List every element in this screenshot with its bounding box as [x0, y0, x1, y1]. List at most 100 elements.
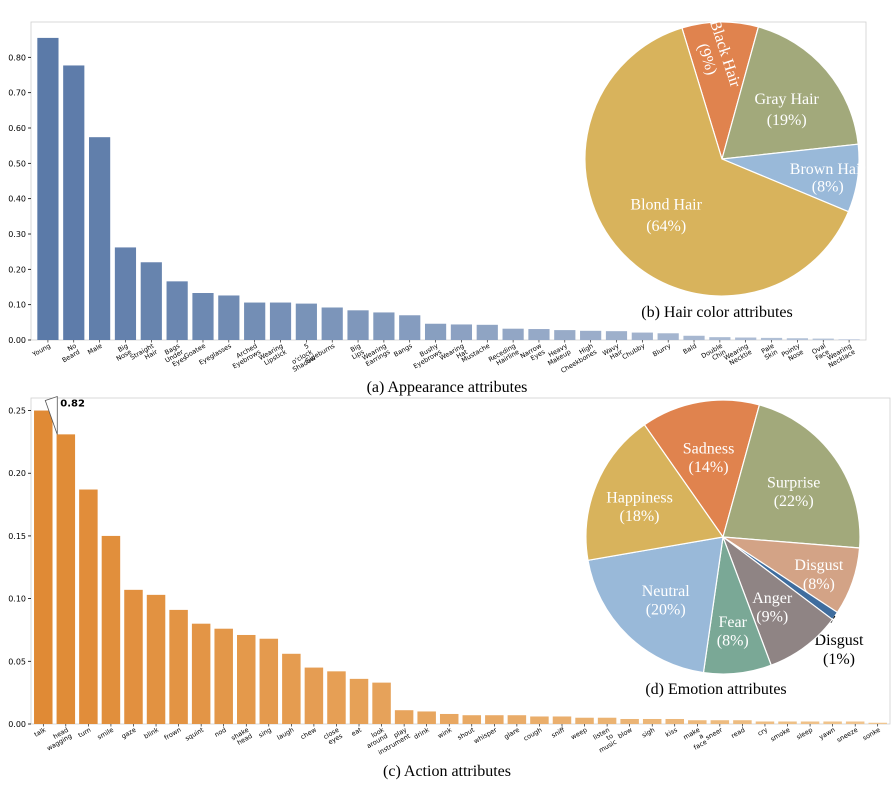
x-tick-label: NoBeard: [57, 342, 81, 365]
annotation-pointer: [44, 395, 58, 435]
x-tick-label: PointyNose: [780, 342, 805, 365]
bar-wearing-necklace: [838, 339, 860, 340]
bar-talk: [34, 410, 53, 724]
x-tick-label: laugh: [276, 726, 296, 742]
x-tick-label: gaze: [120, 726, 137, 741]
x-tick-label: listentomusic: [590, 726, 618, 755]
x-tick-label: WearingNecktie: [723, 342, 754, 368]
bar-male: [89, 137, 111, 340]
bar-squint: [191, 623, 211, 724]
bar-big-lips: [347, 310, 369, 340]
bar-cough: [530, 716, 549, 724]
bar-double-chin: [709, 337, 731, 340]
bar-shout: [462, 715, 482, 724]
x-tick-label: Bangs: [392, 341, 414, 358]
bar-sonke: [868, 722, 887, 724]
caption-appearance: (a) Appearance attributes: [367, 379, 528, 396]
bar-chew: [304, 667, 324, 724]
bar-shake-head: [237, 634, 256, 724]
x-tick-label: sneer: [704, 726, 724, 742]
x-tick-label: sniff: [550, 726, 566, 740]
x-tick-label: Chubby: [621, 342, 647, 361]
bar-wearing-necktie: [735, 337, 757, 340]
x-tick-label: blink: [143, 726, 161, 741]
x-tick-label: smile: [96, 726, 115, 742]
action-bar-chart: 0.00 0.05 0.10 0.15 0.20 0.25 talk headwagging t…: [8, 395, 891, 757]
x-tick-label: shakehead: [230, 726, 254, 749]
pie-slice-gray-hair: [721, 26, 859, 160]
x-tick-label: sing: [257, 726, 273, 740]
x-tick-label: lookaround: [362, 726, 389, 751]
x-tick-label: sleep: [795, 726, 814, 742]
x-tick-label: WavyHair: [601, 342, 624, 364]
bar-smoke: [778, 721, 797, 724]
bar-blow: [620, 718, 639, 724]
bar-drink: [417, 711, 436, 724]
bar-head-wagging: [56, 434, 76, 724]
x-tick-label: StraightHair: [129, 342, 159, 368]
bar-close-eyes: [327, 671, 346, 724]
annotation-label: 0.82: [60, 399, 85, 410]
bar-yawn: [823, 721, 842, 724]
pie-label: Disgust (8%): [794, 557, 843, 593]
pie-label: Sadness (14%): [683, 440, 735, 476]
x-tick-label: whisper: [472, 726, 498, 746]
x-tick-label: Blurry: [651, 342, 672, 359]
bar-sigh: [642, 718, 662, 724]
bar-frown: [169, 609, 188, 724]
x-tick-label: closeeyes: [322, 725, 345, 747]
bar-oval-face: [812, 338, 834, 340]
pie-slice-surprise: [722, 404, 861, 549]
x-tick-label: WearingNecklace: [823, 342, 856, 370]
y-tick-label: 0.70: [8, 89, 26, 98]
bar-no-beard: [63, 65, 85, 341]
bar-sideburns: [321, 307, 343, 340]
pie-label: Gray Hair (19%): [754, 91, 819, 129]
x-tick-label: Bald: [682, 342, 698, 356]
bar-big-nose: [114, 247, 137, 340]
bar-sniff: [552, 716, 572, 724]
bar-make-a-face: [688, 720, 707, 724]
pie-label: Brown Hair (8%): [790, 161, 867, 196]
pie-label: Surprise (22%): [767, 474, 820, 510]
y-tick-label: 0.20: [8, 265, 26, 274]
x-tick-label: WearingLipstick: [257, 342, 288, 368]
bar-wearing-hat: [450, 324, 473, 340]
bar-sneer: [710, 720, 730, 724]
x-tick-label: sigh: [641, 726, 657, 740]
y-tick-label: 0.00: [8, 336, 26, 345]
y-tick-label: 0.15: [8, 532, 26, 541]
bar-wearing-earrings: [373, 312, 395, 340]
pie-label: Blond Hair (64%): [630, 197, 702, 235]
pie-label: Anger (9%): [752, 590, 793, 626]
bar-bald: [683, 335, 705, 340]
bar-sing: [259, 638, 279, 724]
bar-play-instrument: [394, 710, 414, 724]
bar-chubby: [631, 332, 653, 340]
y-tick-label: 0.60: [8, 124, 26, 133]
bar-pointy-nose: [786, 338, 808, 340]
x-tick-label: headwagging: [42, 726, 73, 753]
x-tick-label: eat: [350, 726, 364, 738]
bar-wavy-hair: [605, 331, 628, 340]
x-tick-label: drink: [412, 726, 430, 741]
bar-eyeglasses: [218, 295, 240, 340]
bar-listen-to-music: [597, 717, 617, 724]
bar-kiss: [665, 718, 684, 724]
caption-emotion: (d) Emotion attributes: [645, 681, 786, 698]
x-tick-label: yawn: [818, 726, 837, 742]
x-tick-label: Young: [30, 342, 52, 359]
bar-bangs: [399, 315, 421, 340]
bar-blurry: [657, 333, 679, 340]
x-tick-label: glare: [503, 726, 521, 741]
bar-straight-hair: [140, 262, 162, 340]
pie-slice-happiness: [585, 423, 725, 562]
bar-receding-hairline: [502, 328, 524, 340]
x-tick-label: BagsUnderEyes: [160, 341, 189, 370]
x-tick-label: RecedingHairline: [487, 342, 520, 370]
x-tick-label: weep: [569, 726, 588, 742]
y-tick-label: 0.30: [8, 230, 26, 239]
hair-color-pie-chart: Black Hair(9%)Gray Hair (19%)Brown Hair (8…: [584, 18, 867, 297]
bar-smile: [101, 535, 121, 724]
